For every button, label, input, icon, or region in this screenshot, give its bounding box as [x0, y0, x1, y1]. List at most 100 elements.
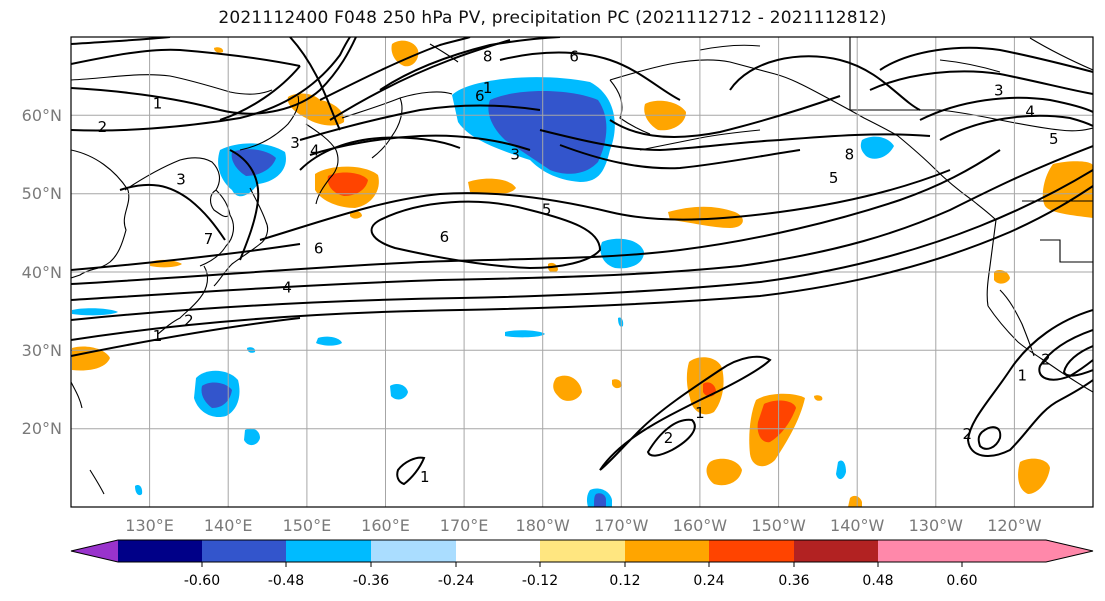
precip-anomaly-negative: [860, 136, 894, 159]
coastline: [987, 305, 1093, 393]
precip-anomaly-negative: [244, 428, 260, 446]
pv-contour: [259, 169, 951, 241]
contour-label: 2: [962, 425, 972, 443]
pv-contour: [71, 185, 1093, 341]
pv-contour: [539, 129, 931, 152]
coastline: [897, 135, 997, 221]
colorbar-tick-label: 0.24: [693, 573, 724, 589]
precip-anomaly-negative: [135, 484, 143, 496]
coastline: [1029, 37, 1093, 71]
pv-contour: [559, 144, 801, 170]
pv-contour: [71, 48, 301, 67]
precip-anomaly-strong-positive: [327, 172, 368, 196]
contour-label: 1: [153, 95, 163, 113]
pv-contour: [1038, 329, 1093, 381]
contour-label: 5: [542, 200, 552, 218]
contour-label: 2: [184, 312, 194, 330]
colorbar-outline: [70, 539, 1094, 563]
pv-contour: [370, 200, 602, 270]
coastline: [774, 73, 899, 137]
precip-anomaly-negative: [600, 238, 644, 269]
pv-contours: [71, 37, 1093, 486]
lon-label: 120°W: [987, 516, 1042, 535]
precip-anomaly-strong-negative: [231, 149, 276, 176]
colorbar-segment: [118, 540, 202, 562]
lon-label: 160°W: [673, 516, 728, 535]
pv-contour: [71, 37, 351, 132]
contour-label: 2: [98, 118, 108, 136]
colorbar-segment: [709, 540, 794, 562]
pv-contour: [71, 149, 1001, 285]
precip-anomaly-positive: [72, 346, 110, 371]
contour-label: 8: [845, 146, 855, 164]
lat-label: 40°N: [22, 263, 62, 282]
colorbar-tick-label: -0.12: [522, 573, 558, 589]
coastline: [986, 219, 997, 307]
lon-label: 150°E: [283, 516, 332, 535]
coastline: [213, 187, 269, 287]
precip-anomaly-positive: [1018, 458, 1050, 494]
colorbar-segment: [286, 540, 371, 562]
contour-label: 3: [994, 81, 1004, 99]
colorbar: -0.60 -0.48 -0.36 -0.24 -0.12 0.12 0.24 …: [70, 539, 1094, 589]
contour-label: 2: [664, 429, 674, 447]
contour-label: 4: [310, 142, 320, 160]
colorbar-tick-label: -0.24: [438, 573, 474, 589]
precip-anomaly-negative: [836, 460, 846, 480]
pv-contour: [599, 355, 772, 471]
colorbar-segment: [202, 540, 286, 562]
pv-contour: [309, 134, 531, 156]
pv-contour: [977, 426, 1002, 450]
pv-contour: [869, 70, 1093, 95]
colorbar-tick-label: 0.12: [609, 573, 640, 589]
colorbar-max-extension: [962, 540, 1093, 562]
colorbar-tick-label: 0.60: [946, 573, 977, 589]
pv-contour: [71, 243, 301, 271]
lon-label: 140°E: [204, 516, 253, 535]
colorbar-ticks: [201, 562, 963, 567]
pv-contour: [219, 65, 301, 121]
contour-label: 3: [176, 171, 186, 189]
pv-contour: [879, 46, 1093, 73]
precip-anomaly-negative: [390, 384, 408, 400]
pv-contour: [919, 96, 1093, 121]
colorbar-segment: [371, 540, 456, 562]
colorbar-segment: [456, 540, 540, 562]
coastline: [89, 469, 105, 495]
precip-anomaly-strong-negative: [594, 493, 606, 507]
pv-contour: [966, 309, 1093, 457]
pv-contour: [71, 145, 1093, 301]
pv-contour: [299, 104, 541, 141]
coastline: [849, 37, 940, 111]
contour-label: 6: [314, 240, 324, 258]
precip-anomaly-strong-positive: [757, 400, 796, 443]
contour-label: 2: [1041, 351, 1051, 369]
contour-label: 7: [204, 230, 214, 248]
pv-contour: [1062, 345, 1093, 377]
precip-anomaly-positive: [848, 495, 862, 507]
contour-label: 3: [510, 146, 520, 164]
contour-label: 1: [420, 468, 430, 486]
graticule: [71, 37, 1093, 507]
longitude-labels: 130°E 140°E 150°E 160°E 170°E 180°W 170°…: [125, 516, 1041, 535]
precip-anomaly-negative: [72, 308, 118, 316]
coastline: [939, 109, 1093, 132]
pv-contour: [379, 37, 561, 91]
pv-contour: [229, 149, 260, 261]
pv-contour: [299, 136, 461, 171]
lon-label: 170°W: [594, 516, 649, 535]
lon-label: 180°W: [516, 516, 571, 535]
coastline: [71, 381, 83, 409]
lon-label: 130°E: [125, 516, 174, 535]
precip-anomaly-positive: [391, 40, 419, 67]
contour-label: 6: [440, 228, 450, 246]
coastline: [939, 59, 1001, 73]
pv-contour: [329, 39, 511, 121]
coastline: [371, 97, 403, 159]
pv-contour: [71, 317, 301, 357]
colorbar-segment: [878, 540, 962, 562]
pv-contour: [646, 418, 696, 457]
contour-label: 3: [290, 134, 300, 152]
